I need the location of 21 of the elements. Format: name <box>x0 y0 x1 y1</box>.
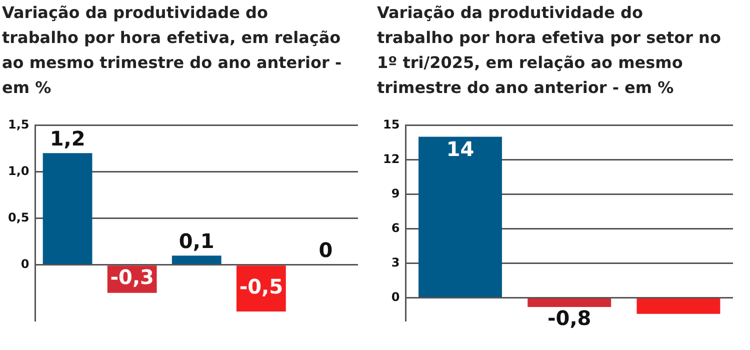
data-label: -0,3 <box>110 265 154 290</box>
y-tick-label: 0,5 <box>8 210 30 224</box>
data-label: -0,5 <box>239 274 284 298</box>
y-tick-label: 1,0 <box>8 164 30 178</box>
y-tick-label: 3 <box>391 255 400 270</box>
bar <box>42 153 92 264</box>
y-tick-label: 9 <box>391 186 400 200</box>
y-tick-label: 0 <box>391 290 400 304</box>
y-tick-label: 1,5 <box>8 117 30 132</box>
chart-title: Variação da produtividade do trabalho por hora efetiva, em relação ao mesmo trimestre do ano anterior - em % <box>2 2 343 99</box>
bar <box>172 256 222 264</box>
data-label: 0,1 <box>178 228 214 253</box>
data-label: 0 <box>318 238 333 262</box>
y-tick-label: 12 <box>382 152 400 166</box>
data-label: 14 <box>446 136 474 161</box>
y-tick-label: 0 <box>20 257 30 272</box>
y-tick-label: 15 <box>382 117 400 132</box>
chart-title: Variação da produtividade do trabalho por hora efetiva por setor no 1º tri/2025, em relação ao mesmo trimestre do ano anterior - em % <box>377 2 722 99</box>
data-label: 1,2 <box>50 126 86 150</box>
y-tick-label: 6 <box>391 220 400 235</box>
data-label: -0,8 <box>547 306 592 330</box>
